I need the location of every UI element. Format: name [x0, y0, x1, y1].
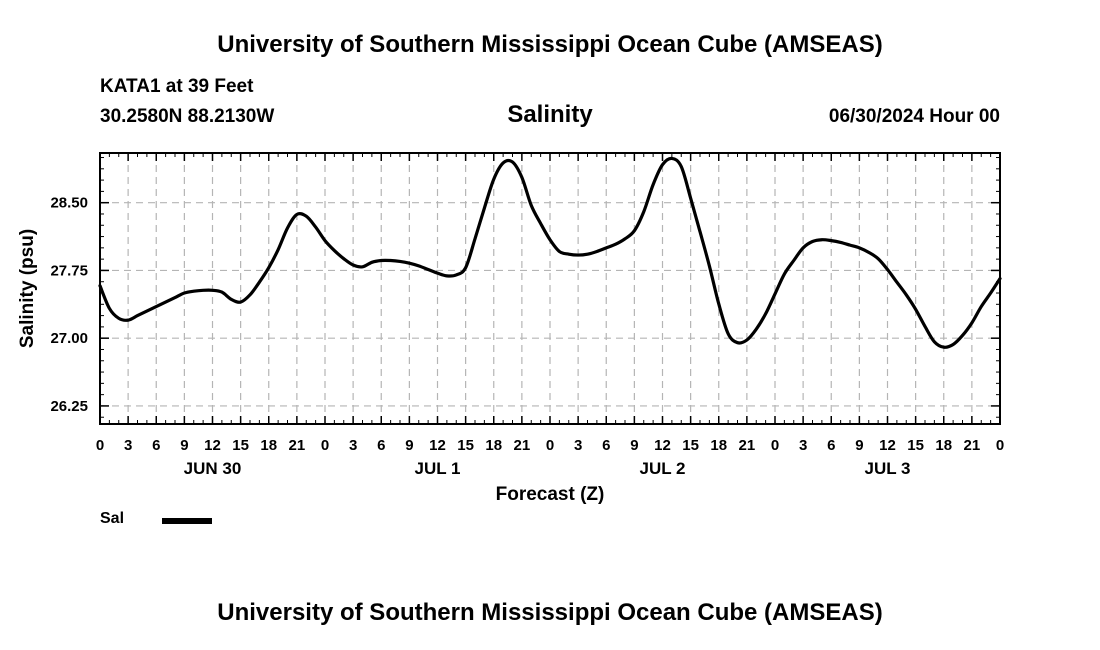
x-tick-label: 12: [429, 437, 446, 454]
station-coordinates: 30.2580N 88.2130W: [100, 106, 275, 127]
x-tick-label: 12: [879, 437, 896, 454]
x-tick-label: 9: [180, 437, 188, 454]
x-tick-label: 18: [485, 437, 502, 454]
forecast-date: 06/30/2024 Hour 00: [828, 106, 1000, 127]
x-tick-label: 12: [654, 437, 671, 454]
x-tick-label: 21: [964, 437, 981, 454]
chart-title: University of Southern Mississippi Ocean…: [217, 31, 883, 58]
x-tick-label: 15: [232, 437, 249, 454]
x-tick-label: 21: [514, 437, 531, 454]
y-tick-label: 27.00: [50, 330, 88, 347]
x-day-label: JUL 3: [865, 459, 911, 478]
station-label: KATA1 at 39 Feet: [100, 76, 254, 97]
x-tick-label: 0: [96, 437, 104, 454]
x-tick-label: 21: [289, 437, 306, 454]
x-day-label: JUN 30: [184, 459, 242, 478]
x-tick-label: 15: [457, 437, 474, 454]
x-axis-title: Forecast (Z): [496, 484, 605, 505]
x-tick-label: 3: [799, 437, 807, 454]
x-tick-label: 3: [124, 437, 132, 454]
legend-label: Sal: [100, 510, 125, 527]
x-tick-label: 18: [710, 437, 727, 454]
y-tick-label: 28.50: [50, 195, 88, 212]
grid-lines: [100, 153, 1000, 424]
x-tick-label: 21: [739, 437, 756, 454]
y-tick-label: 26.25: [50, 398, 88, 415]
x-tick-label: 0: [771, 437, 779, 454]
x-tick-label: 6: [152, 437, 160, 454]
x-tick-label: 6: [377, 437, 385, 454]
x-day-label: JUL 1: [415, 459, 461, 478]
axis-labels: 0 3 6 9 12 15 18 21 0 3 6 9 12 15 18 21 0 3 6 9 12 15 18 21 0 3 6 9…: [17, 195, 1004, 505]
data-lines: [98, 156, 1002, 349]
y-tick-label: 27.75: [50, 262, 88, 279]
x-tick-label: 0: [321, 437, 329, 454]
x-tick-label: 0: [996, 437, 1004, 454]
x-tick-label: 9: [630, 437, 638, 454]
x-tick-label: 3: [574, 437, 582, 454]
x-tick-label: 9: [405, 437, 413, 454]
x-day-label: JUL 2: [640, 459, 686, 478]
x-tick-label: 15: [907, 437, 924, 454]
series-line-sal: [98, 156, 1002, 349]
legend-swatch: [162, 518, 212, 524]
x-tick-label: 6: [827, 437, 835, 454]
y-axis-title: Salinity (psu): [17, 229, 38, 348]
x-tick-label: 9: [855, 437, 863, 454]
plot-frame: [99, 152, 1001, 425]
variable-title: Salinity: [507, 101, 593, 128]
footer-title: University of Southern Mississippi Ocean…: [217, 599, 883, 626]
x-tick-label: 0: [546, 437, 554, 454]
x-tick-label: 18: [935, 437, 952, 454]
x-tick-label: 18: [260, 437, 277, 454]
x-tick-label: 12: [204, 437, 221, 454]
x-tick-label: 6: [602, 437, 610, 454]
x-tick-label: 3: [349, 437, 357, 454]
x-tick-label: 15: [682, 437, 699, 454]
